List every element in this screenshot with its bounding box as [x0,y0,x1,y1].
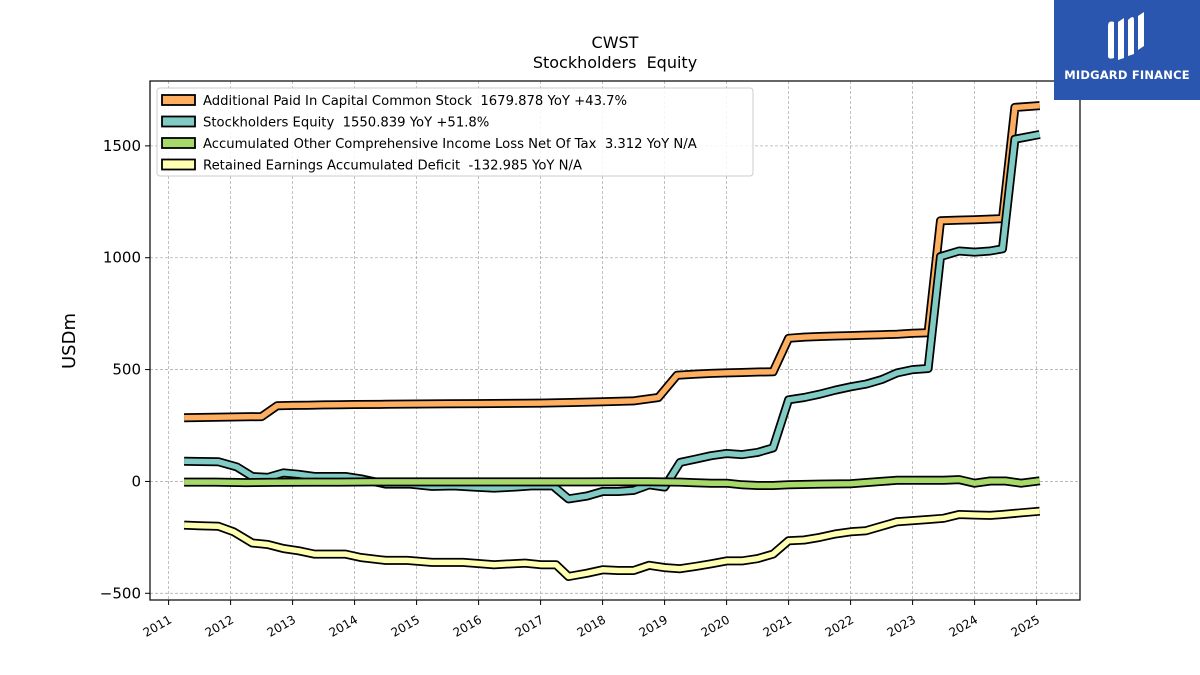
legend-label: Stockholders Equity 1550.839 YoY +51.8% [203,116,489,131]
x-tick-label: 2022 [823,612,856,639]
y-tick-label: 0 [131,472,141,490]
legend-swatch [161,94,196,106]
y-axis-label: USDm [59,313,80,369]
x-tick-label: 2012 [203,612,236,639]
series-line [184,102,1040,421]
x-tick-label: 2018 [575,612,608,639]
x-tick-label: 2016 [451,612,484,639]
plot-frame [149,80,1081,601]
y-tick-label: 1000 [103,249,141,267]
axis-ticks: −500 0 500 1000 1500 2011 2012 2013 2014 2015 2016… [100,137,1042,640]
x-tick-label: 2017 [513,612,546,639]
legend-box [156,87,754,177]
series-1 [184,130,1041,504]
legend-swatch [161,158,196,171]
legend-label: Retained Earnings Accumulated Deficit -1… [203,159,582,174]
x-tick-label: 2015 [389,612,422,639]
series-0 [184,101,1041,423]
x-tick-label: 2019 [637,612,670,639]
series-line-outline [184,130,1041,504]
y-tick-label: 1500 [103,137,141,155]
series-2 [184,475,1041,490]
legend-swatch [161,137,196,149]
y-tick-label: 500 [112,361,141,379]
series-line [184,131,1041,502]
series-3 [183,506,1041,581]
legend-label: Additional Paid In Capital Common Stock … [203,94,627,109]
chart-subtitle: Stockholders Equity [533,53,697,72]
series-layer [183,101,1041,581]
series-line [183,508,1040,580]
x-tick-label: 2024 [947,612,980,639]
series-line [184,476,1041,489]
x-tick-label: 2014 [327,612,360,639]
legend-swatch [161,115,196,128]
x-tick-label: 2025 [1009,612,1042,639]
chart-title: CWST [592,33,639,52]
y-tick-label: −500 [100,584,141,602]
x-tick-label: 2011 [141,612,174,639]
x-tick-label: 2013 [265,612,298,639]
x-tick-label: 2021 [761,612,794,639]
midgard-finance-logo: MIDGARD FINANCE [1054,0,1200,100]
logo-text: MIDGARD FINANCE [1064,68,1190,82]
legend-label: Accumulated Other Comprehensive Income L… [203,137,697,152]
legend: Additional Paid In Capital Common Stock … [156,87,754,177]
x-tick-label: 2023 [885,612,918,639]
midgard-mark-icon [1108,12,1144,60]
x-tick-label: 2020 [699,612,732,639]
